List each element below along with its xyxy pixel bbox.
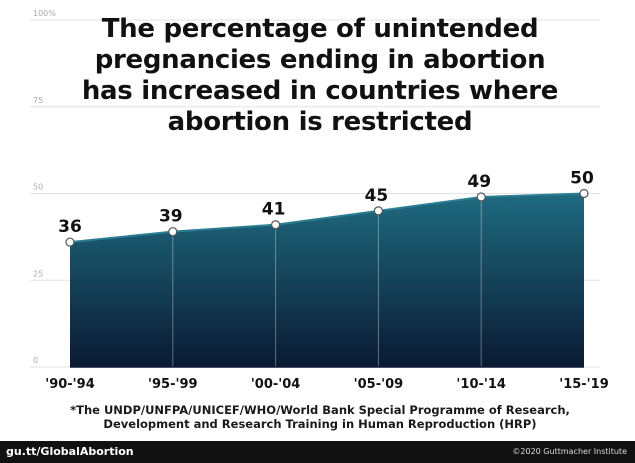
- y-tick-label: 100%: [33, 9, 56, 18]
- data-labels: 36 39 41 45 49 50: [58, 169, 594, 238]
- data-label: 41: [262, 200, 286, 220]
- copyright-text: ©2020 Guttmacher Institute: [512, 447, 627, 456]
- footnote-line: Development and Research Training in Hum…: [103, 417, 537, 431]
- data-label: 45: [365, 186, 389, 206]
- data-point: [579, 188, 589, 199]
- footnote-line: *The UNDP/UNFPA/UNICEF/WHO/World Bank Sp…: [70, 403, 570, 417]
- x-tick-label: '10-'14: [456, 377, 506, 392]
- y-tick-label: 25: [33, 269, 43, 278]
- data-label: 50: [570, 169, 594, 189]
- y-axis-ticks: 0 25 50 75 100%: [33, 9, 56, 365]
- data-point: [476, 192, 486, 202]
- data-point: [65, 237, 75, 247]
- title-line: pregnancies ending in abortion: [94, 45, 546, 75]
- title-line: The percentage of unintended: [101, 14, 539, 44]
- source-footnote: *The UNDP/UNFPA/UNICEF/WHO/World Bank Sp…: [40, 403, 600, 431]
- x-tick-label: '00-'04: [251, 377, 301, 392]
- category-dividers: [70, 196, 584, 368]
- area-series: [69, 192, 585, 367]
- x-tick-label: '05-'09: [354, 377, 404, 392]
- x-tick-label: '90-'94: [45, 377, 95, 392]
- area-fill: [70, 193, 584, 367]
- data-point: [168, 227, 178, 237]
- area-line: [69, 192, 585, 244]
- y-tick-label: 75: [33, 96, 43, 105]
- x-tick-label: '95-'99: [148, 377, 198, 392]
- footer-bar: gu.tt/GlobalAbortion ©2020 Guttmacher In…: [0, 441, 635, 463]
- y-tick-label: 0: [33, 356, 38, 365]
- data-point: [373, 206, 383, 216]
- y-tick-label: 50: [33, 183, 43, 192]
- data-point: [271, 220, 281, 230]
- title-line: has increased in countries where: [81, 76, 559, 106]
- x-axis-ticks: '90-'94 '95-'99 '00-'04 '05-'09 '10-'14 '15-'…: [45, 377, 609, 392]
- footer-link[interactable]: gu.tt/GlobalAbortion: [6, 445, 134, 458]
- data-label: 49: [467, 172, 491, 192]
- data-label: 39: [159, 207, 183, 227]
- data-label: 36: [58, 217, 82, 237]
- title-line: abortion is restricted: [167, 107, 473, 137]
- chart-title: The percentage of unintended pregnancies…: [60, 14, 580, 138]
- data-points: [65, 188, 589, 247]
- x-tick-label: '15-'19: [559, 377, 609, 392]
